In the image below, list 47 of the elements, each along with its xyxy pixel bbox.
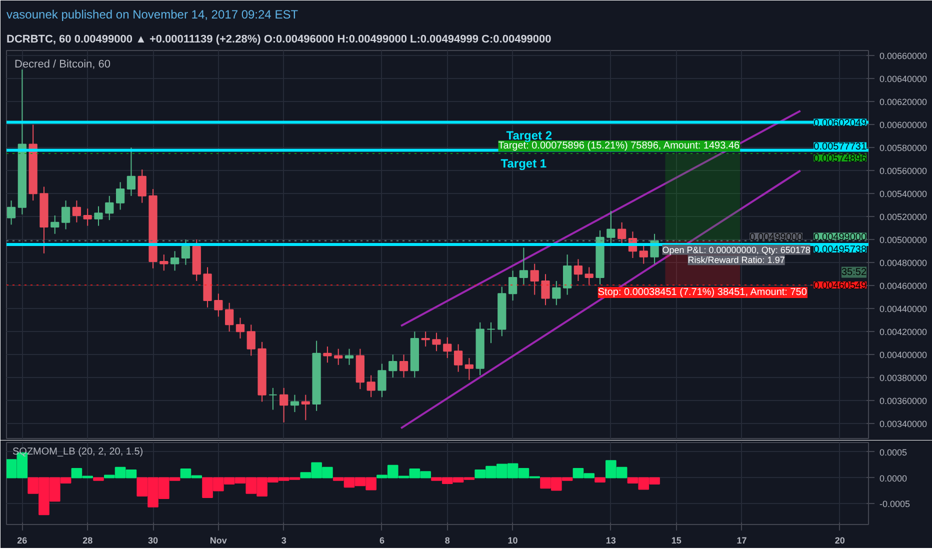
x-tick-label: 17 <box>736 536 747 546</box>
x-tick-label: 30 <box>148 536 158 546</box>
x-tick-label: Nov <box>210 536 227 546</box>
chart-title: vasounek published on November 14, 2017 09:24 EST <box>6 8 299 22</box>
y-tick-label: 0.00580000 <box>880 143 928 154</box>
y-tick-label: 0.00520000 <box>880 212 928 222</box>
x-tick-label: 10 <box>508 536 518 546</box>
annotation: 35:52 <box>841 266 867 278</box>
x-tick-label: 3 <box>281 536 286 546</box>
y-tick-label: 0.00640000 <box>880 74 928 84</box>
ref-line-label: 0.00577731 <box>814 141 867 152</box>
y-tick-label: 0.00380000 <box>880 373 928 384</box>
annotation: Risk/Reward Ratio: 1.97 <box>688 255 785 266</box>
annotation: Open P&L: 0.00000000, Qty: 650178 <box>662 244 810 255</box>
y-tick-label: 0.00500000 <box>880 235 928 246</box>
x-tick-label: 26 <box>17 536 28 546</box>
y-tick-label: 0.00620000 <box>880 97 928 108</box>
annotation: Decred / Bitcoin, 60 <box>14 58 110 70</box>
annotation: Target 2 <box>506 128 552 142</box>
x-tick-label: 13 <box>606 536 616 546</box>
band-label: Target: 0.00075896 (15.21%) 75896, Amount: 1493.46 <box>498 140 740 152</box>
y-tick-label: 0.00600000 <box>880 120 928 130</box>
y-tick-label: 0.00400000 <box>880 350 928 360</box>
y-tick-label: 0.00540000 <box>880 189 928 200</box>
y-tick-label: 0.0000 <box>880 473 908 484</box>
ref-line-label: 0.00499000 <box>750 232 803 243</box>
y-tick-label: 0.0005 <box>880 447 908 458</box>
x-tick-label: 6 <box>379 536 384 546</box>
y-tick-label: 0.00440000 <box>880 304 928 314</box>
y-tick-label: 0.00420000 <box>880 327 928 338</box>
x-tick-label: 28 <box>82 536 93 546</box>
y-tick-label: 0.00460000 <box>880 281 928 292</box>
y-tick-label: 0.00360000 <box>880 396 928 406</box>
y-tick-label: 0.00340000 <box>880 419 928 430</box>
x-tick-label: 20 <box>834 536 845 546</box>
ref-line-label: 0.00499000 <box>814 232 867 243</box>
chart-title: SQZMOM_LB (20, 2, 20, 1.5) <box>12 446 144 458</box>
band-label: Stop: 0.00038451 (7.71%) 38451, Amount: 750 <box>598 286 808 298</box>
y-tick-label: 0.00480000 <box>880 258 928 268</box>
x-tick-label: 8 <box>444 536 450 546</box>
ref-line-label: 0.00602049 <box>814 118 867 129</box>
annotation: Target 1 <box>500 156 547 170</box>
chart-subtitle: DCRBTC, 60 0.00499000 ▲ +0.00011139 (+2.28%) O:0.00496000 H:0.00499000 L:0.00494999 C:0.00499000 <box>6 34 552 46</box>
y-tick-label: 0.00660000 <box>880 51 928 62</box>
x-tick-label: 15 <box>671 536 682 546</box>
y-tick-label: 0.00560000 <box>880 166 928 176</box>
y-tick-label: -0.0005 <box>880 499 910 510</box>
